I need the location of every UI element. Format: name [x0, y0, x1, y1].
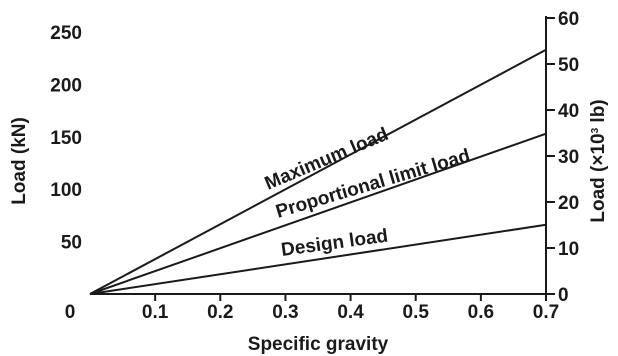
- y-tick-label: 100: [50, 180, 82, 201]
- x-tick-label: 0.1: [142, 302, 169, 323]
- series-line-design-load: [89, 223, 547, 295]
- series-line-maximum-load: [89, 48, 547, 295]
- x-tick-label: 0.5: [403, 302, 430, 323]
- y2-axis-title-exponent: 3: [590, 127, 601, 133]
- y-tick-label: 150: [50, 128, 82, 149]
- y-tick-label: 200: [50, 75, 82, 96]
- series-line-proportional-limit-load: [89, 132, 547, 295]
- x-axis-title: Specific gravity: [248, 334, 389, 355]
- x-tick-label: 0.4: [337, 302, 364, 323]
- y2-tick-label: 50: [558, 55, 579, 76]
- y2-tick-label: 40: [558, 101, 579, 122]
- y2-axis-ticks: 0 10 20 30 40 50 60: [546, 9, 579, 306]
- y2-tick-label: 0: [558, 285, 569, 306]
- y2-axis-title-suffix: lb): [588, 99, 609, 128]
- y-axis-ticks: 50 100 150 200 250: [50, 23, 82, 254]
- x-tick-label: 0.3: [272, 302, 298, 323]
- y2-axis-title: Load (×103 lb): [588, 99, 609, 222]
- y-axis-title: Load (kN): [9, 117, 30, 205]
- y-tick-label: 50: [61, 233, 82, 254]
- x-tick-label: 0: [65, 302, 76, 323]
- y2-tick-label: 20: [558, 193, 579, 214]
- series-label-design-load: Design load: [280, 226, 390, 261]
- x-tick-label: 0.7: [533, 302, 559, 323]
- y2-tick-label: 10: [558, 239, 579, 260]
- y-tick-label: 250: [50, 23, 82, 44]
- series-lines: [89, 48, 547, 295]
- x-tick-label: 0.6: [468, 302, 494, 323]
- x-tick-label: 0.2: [207, 302, 233, 323]
- y2-tick-label: 30: [558, 147, 579, 168]
- x-axis-ticks: 0 0.1 0.2 0.3 0.4 0.5 0.6 0.7: [65, 294, 559, 323]
- y2-tick-label: 60: [558, 9, 579, 30]
- y2-axis-title-prefix: Load (×10: [588, 133, 609, 222]
